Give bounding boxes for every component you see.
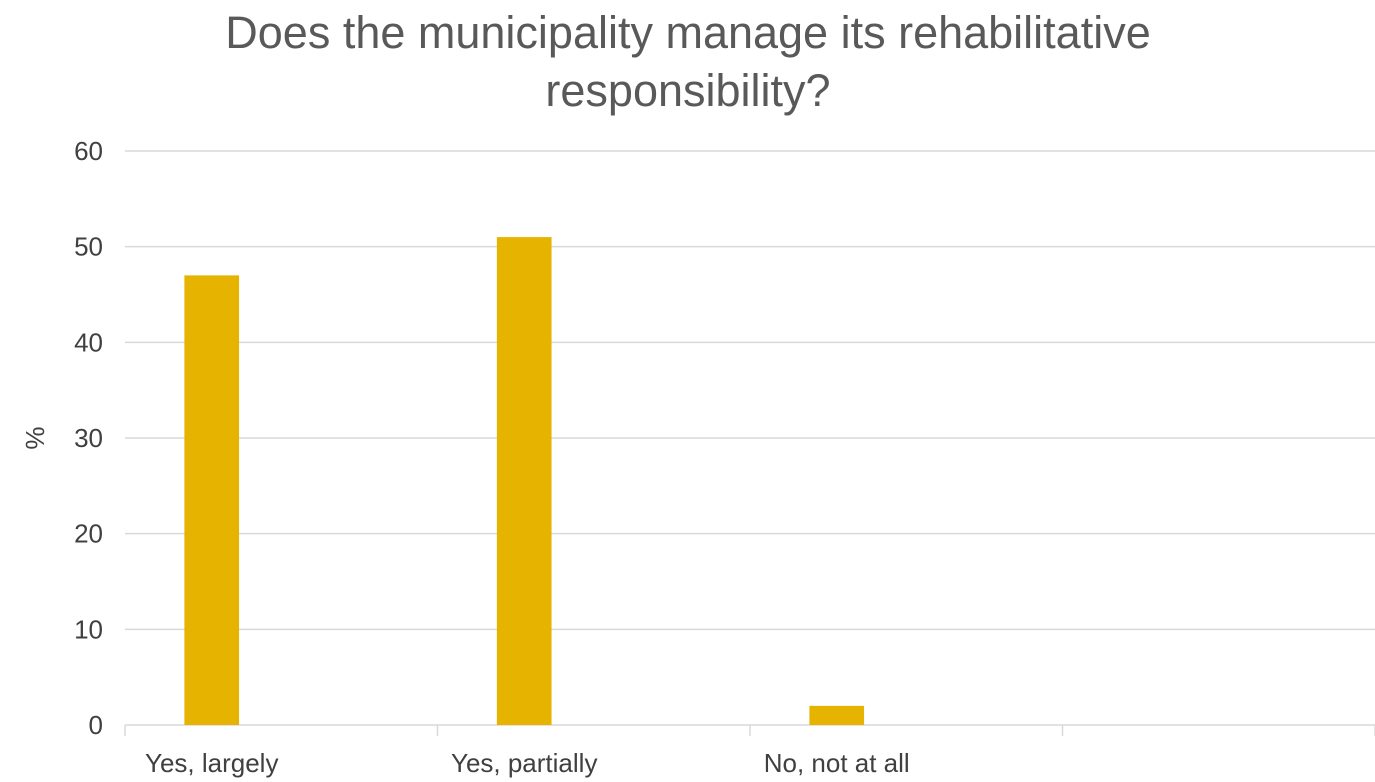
y-tick-label: 30	[74, 423, 103, 453]
bar	[809, 705, 865, 725]
x-category-label: No, not at all	[764, 748, 910, 778]
chart-title-line-1: Does the municipality manage its rehabil…	[225, 7, 1150, 58]
x-axis-labels: Yes, largely Yes, partially No, not at all	[145, 748, 910, 778]
y-tick-label: 60	[74, 136, 103, 166]
x-category-label: Yes, partially	[451, 748, 597, 778]
y-tick-label: 50	[74, 232, 103, 262]
chart-title-line-2: responsibility?	[545, 65, 830, 116]
chart-title: Does the municipality manage its rehabil…	[225, 7, 1150, 116]
y-axis-ticks: 0 10 20 30 40 50 60	[74, 136, 103, 740]
bar	[496, 237, 552, 725]
y-tick-label: 10	[74, 614, 103, 644]
y-tick-label: 20	[74, 519, 103, 549]
bars	[184, 237, 865, 725]
x-category-label: Yes, largely	[145, 748, 278, 778]
y-tick-label: 40	[74, 327, 103, 357]
x-axis	[124, 725, 1375, 736]
y-tick-label: 0	[89, 710, 103, 740]
y-axis-title: %	[20, 426, 50, 449]
bar	[184, 275, 240, 725]
gridlines	[125, 150, 1375, 726]
